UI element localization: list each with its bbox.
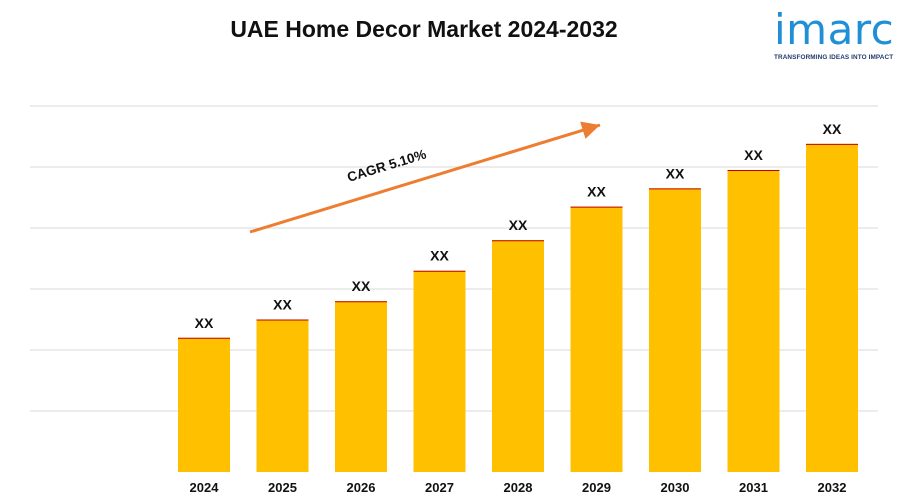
bar-2027 (413, 270, 466, 472)
x-tick-2025: 2025 (268, 480, 297, 495)
data-label-2030: XX (666, 165, 685, 181)
cagr-label: CAGR 5.10% (345, 147, 428, 185)
data-label-2024: XX (195, 315, 214, 331)
imarc-logo: imarc TRANSFORMING IDEAS INTO IMPACT (770, 6, 900, 66)
data-labels: XX XX XX XX XX XX XX XX XX (195, 121, 842, 331)
data-label-2028: XX (509, 217, 528, 233)
data-label-2026: XX (352, 278, 371, 294)
bar-2025 (256, 319, 309, 472)
data-label-2029: XX (587, 184, 606, 200)
cagr-arrow (249, 121, 601, 234)
x-tick-2030: 2030 (661, 480, 690, 495)
chart-title: UAE Home Decor Market 2024-2032 (230, 16, 618, 42)
bar-2030 (649, 188, 701, 472)
x-tick-2032: 2032 (818, 480, 847, 495)
x-tick-2026: 2026 (347, 480, 376, 495)
bar-2028 (492, 240, 544, 472)
logo-wordmark: imarc (774, 5, 895, 54)
logo-tagline: TRANSFORMING IDEAS INTO IMPACT (774, 54, 894, 61)
bar-2026 (335, 301, 387, 472)
data-label-2032: XX (823, 121, 842, 137)
bar-2024 (178, 337, 230, 472)
data-label-2031: XX (744, 147, 763, 163)
cagr-annotation: CAGR 5.10% (249, 121, 601, 234)
data-label-2027: XX (430, 248, 449, 264)
x-tick-2027: 2027 (425, 480, 454, 495)
data-label-2025: XX (273, 297, 292, 313)
x-tick-2028: 2028 (504, 480, 533, 495)
bars (178, 143, 858, 473)
x-tick-2024: 2024 (190, 480, 220, 495)
x-tick-2031: 2031 (739, 480, 768, 495)
x-axis-tick-labels: 2024 2025 2026 2027 2028 2029 2030 2031 2032 (190, 480, 847, 495)
bar-2032 (806, 143, 858, 472)
bar-2029 (570, 206, 623, 472)
bar-2031 (727, 170, 780, 473)
x-tick-2029: 2029 (582, 480, 611, 495)
